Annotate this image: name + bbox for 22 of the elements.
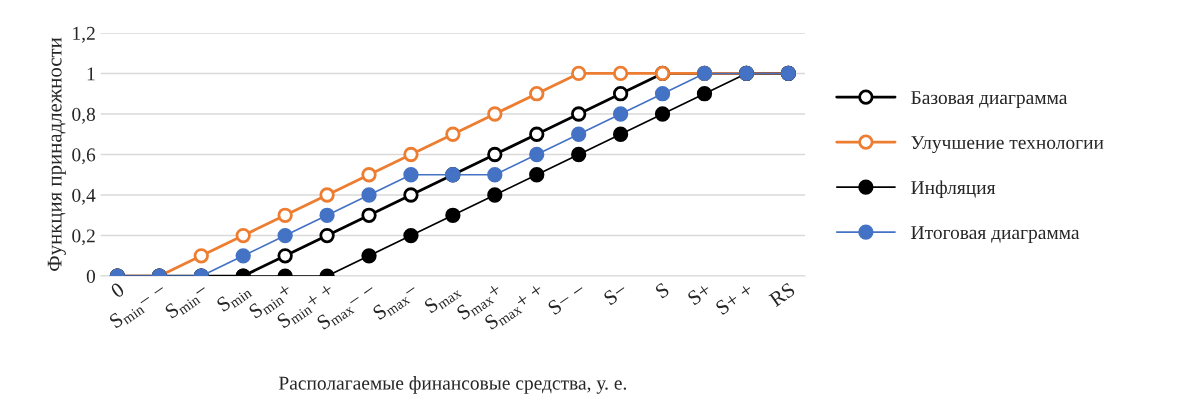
- x-tick-label: RS: [768, 282, 796, 308]
- y-tick-label: 1: [87, 67, 95, 81]
- x-axis-title: Располагаемые финансовые средства, у. е.: [278, 376, 627, 394]
- y-tick-label: 0,2: [72, 229, 95, 246]
- y-tick-label: 1,2: [73, 26, 95, 43]
- legend-label: Итоговая диаграмма: [911, 226, 1080, 244]
- x-tick-label: S+ +: [714, 282, 754, 316]
- y-tick-label: 0,6: [72, 148, 96, 165]
- legend-label: Инфляция: [911, 180, 996, 199]
- x-tick-label: S: [654, 282, 670, 299]
- y-tick-label: 0,8: [72, 107, 96, 124]
- x-tick-label: S$_{max}$−: [372, 281, 420, 323]
- legend-label: Улучшение технологии: [911, 136, 1104, 154]
- y-tick-label: 0: [86, 269, 96, 283]
- x-tick-label: S− −: [547, 282, 587, 316]
- x-tick-label: S+: [686, 282, 713, 306]
- x-tick-label: 0: [109, 281, 126, 299]
- y-tick-label: 0,4: [72, 188, 96, 205]
- x-tick-label: S−: [603, 282, 629, 306]
- x-tick-label: S$_{min}$−: [164, 282, 211, 322]
- y-axis-title: Функция принадлежности: [47, 37, 66, 271]
- legend-label: Базовая диаграмма: [911, 91, 1068, 109]
